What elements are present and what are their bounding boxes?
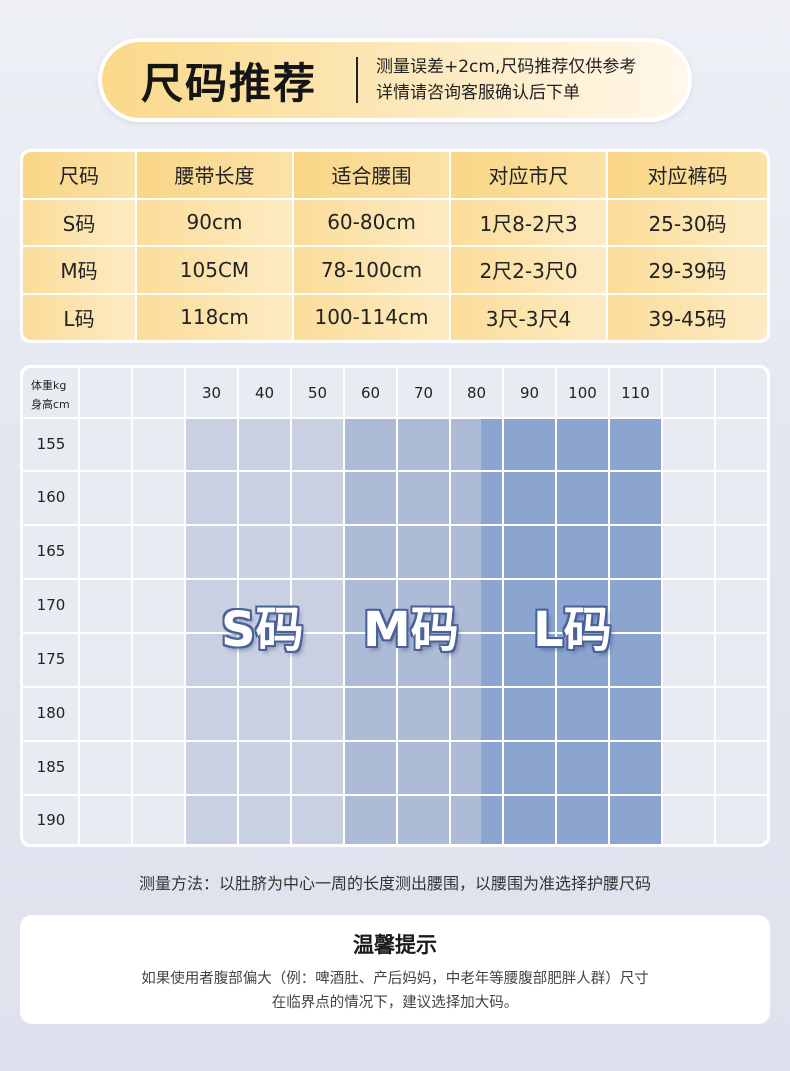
grid-vline <box>608 368 610 844</box>
height-label: 185 <box>36 758 66 776</box>
grid-vline <box>555 368 557 844</box>
size-band-s <box>185 418 344 844</box>
table-cell: 3尺-3尺4 <box>451 294 606 340</box>
weight-label: 40 <box>254 384 275 402</box>
table-cell: 90cm <box>137 199 292 245</box>
table-header-waist: 适合腰围 <box>294 152 449 198</box>
height-label: 160 <box>36 488 66 506</box>
grid-vline <box>237 368 239 844</box>
corner-weight-label: 体重kg <box>31 379 67 392</box>
header-note-line2: 详情请咨询客服确认后下单 <box>376 83 580 103</box>
measure-method-note: 测量方法：以肚脐为中心一周的长度测出腰围，以腰围为准选择护腰尺码 <box>138 874 651 893</box>
table-cell: 1尺8-2尺3 <box>451 199 606 245</box>
weight-label: 30 <box>201 384 222 402</box>
grid-vline <box>449 368 451 844</box>
corner-height-label: 身高cm <box>31 398 70 411</box>
grid-hline <box>23 740 767 742</box>
table-cell: L码 <box>23 294 135 340</box>
table-cell: 39-45码 <box>608 294 767 340</box>
weight-label: 90 <box>519 384 540 402</box>
height-label: 165 <box>36 542 66 560</box>
table-cell: 78-100cm <box>294 247 449 293</box>
table-cell: 118cm <box>137 294 292 340</box>
table-header-belt-length: 腰带长度 <box>137 152 292 198</box>
height-label: 155 <box>36 434 66 453</box>
grid-vline <box>396 368 398 844</box>
weight-label: 50 <box>307 384 328 402</box>
grid-vline <box>290 368 292 844</box>
height-label: 190 <box>36 810 66 829</box>
size-band-m <box>344 418 481 844</box>
grid-hline <box>23 578 767 580</box>
grid-vline <box>502 368 504 844</box>
height-label: 180 <box>36 704 66 722</box>
tip-card: 温馨提示 如果使用者腹部偏大（例：啤酒肚、产后妈妈，中老年等腰腹部肥胖人群）尺寸… <box>20 915 770 1024</box>
weight-label: 80 <box>466 384 487 402</box>
weight-label: 60 <box>360 384 381 402</box>
grid-vline <box>343 368 345 844</box>
grid-hline <box>23 794 767 796</box>
tip-text: 如果使用者腹部偏大（例：啤酒肚、产后妈妈，中老年等腰腹部肥胖人群）尺寸 在临界点… <box>20 967 770 1015</box>
grid-hline <box>23 417 767 419</box>
weight-height-chart-area: 30 40 50 60 70 80 90 100 110 155 160 165 170 175 180 18… <box>23 368 767 844</box>
grid-hline <box>23 470 767 472</box>
table-cell: 105CM <box>137 247 292 293</box>
weight-label: 100 <box>568 384 597 402</box>
tip-line2: 在临界点的情况下，建议选择加大码。 <box>271 995 519 1011</box>
grid-hline <box>23 686 767 688</box>
grid-hline <box>23 632 767 634</box>
weight-height-chart: 30 40 50 60 70 80 90 100 110 155 160 165 170 175 180 18… <box>20 365 770 847</box>
table-cell: 60-80cm <box>294 199 449 245</box>
header-banner: 尺码推荐 测量误差+2cm,尺码推荐仅供参考 详情请咨询客服确认后下单 <box>98 38 692 122</box>
header-note-line1: 测量误差+2cm,尺码推荐仅供参考 <box>376 57 637 77</box>
header-divider <box>356 57 358 103</box>
table-header-size: 尺码 <box>23 152 135 198</box>
size-table: 尺码 腰带长度 适合腰围 对应市尺 对应裤码 S码 90cm 60-80cm 1… <box>20 149 770 343</box>
table-cell: 29-39码 <box>608 247 767 293</box>
table-cell: 25-30码 <box>608 199 767 245</box>
height-label: 170 <box>36 596 66 614</box>
size-table-grid: 尺码 腰带长度 适合腰围 对应市尺 对应裤码 S码 90cm 60-80cm 1… <box>23 152 767 340</box>
table-cell: S码 <box>23 199 135 245</box>
grid-vline <box>131 368 133 844</box>
grid-vline <box>714 368 716 844</box>
page-title: 尺码推荐 <box>140 58 317 108</box>
table-cell: 100-114cm <box>294 294 449 340</box>
grid-vline <box>78 368 80 844</box>
table-cell: M码 <box>23 247 135 293</box>
height-label: 175 <box>36 650 66 668</box>
weight-label: 110 <box>621 384 650 402</box>
weight-label: 70 <box>413 384 434 402</box>
grid-vline <box>661 368 663 844</box>
size-band-label: S码 <box>221 602 304 658</box>
table-header-pants-size: 对应裤码 <box>608 152 767 198</box>
size-band-l <box>481 418 663 844</box>
grid-hline <box>23 524 767 526</box>
size-band-label: M码 <box>363 602 459 658</box>
header-note: 测量误差+2cm,尺码推荐仅供参考 详情请咨询客服确认后下单 <box>358 54 636 106</box>
size-band-label: L码 <box>533 602 612 658</box>
chart-corner-label: 体重kg 身高cm <box>31 376 70 414</box>
header-inner: 尺码推荐 测量误差+2cm,尺码推荐仅供参考 详情请咨询客服确认后下单 <box>102 42 688 118</box>
tip-line1: 如果使用者腹部偏大（例：啤酒肚、产后妈妈，中老年等腰腹部肥胖人群）尺寸 <box>141 971 649 987</box>
tip-title: 温馨提示 <box>353 933 437 957</box>
table-cell: 2尺2-3尺0 <box>451 247 606 293</box>
table-header-chinese-measure: 对应市尺 <box>451 152 606 198</box>
grid-vline <box>184 368 186 844</box>
